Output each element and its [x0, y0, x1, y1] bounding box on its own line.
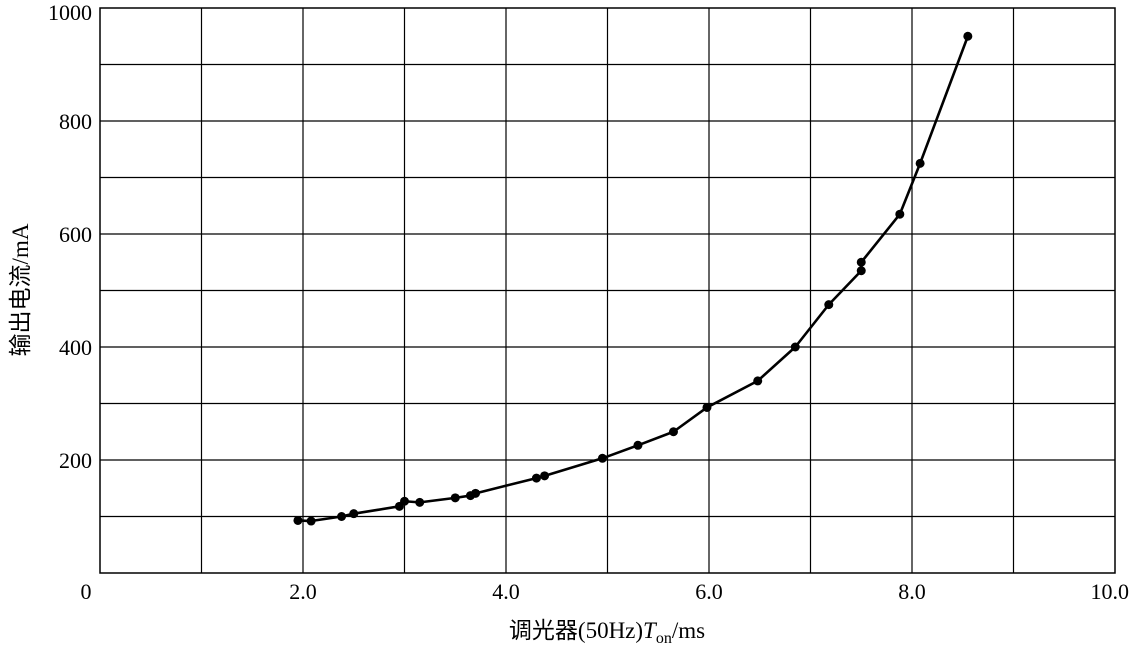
x-tick-label: 10.0: [1091, 579, 1130, 604]
x-axis-ticks: 0 2.0 4.0 6.0 8.0 10.0: [81, 579, 1130, 604]
x-axis-label: 调光器(50Hz)Ton/ms: [509, 618, 705, 646]
data-point: [963, 31, 973, 41]
data-point: [293, 515, 303, 525]
plot-frame: [99, 7, 1116, 574]
data-point: [450, 493, 460, 503]
data-point: [856, 266, 866, 276]
x-tick-label: 8.0: [898, 579, 926, 604]
data-point: [633, 440, 643, 450]
x-tick-label: 4.0: [492, 579, 520, 604]
data-point: [790, 342, 800, 352]
data-point: [531, 473, 541, 483]
data-point: [337, 512, 347, 521]
y-tick-label: 1000: [48, 0, 92, 25]
data-point: [915, 158, 925, 168]
x-axis-label-var: T: [643, 618, 658, 643]
x-axis-label-sub: on: [656, 630, 672, 646]
data-point: [668, 427, 678, 437]
y-tick-label: 400: [59, 335, 92, 360]
y-axis-ticks: 200 400 600 800 1000: [48, 0, 92, 473]
data-point: [824, 300, 834, 310]
x-tick-label: 2.0: [289, 579, 317, 604]
x-tick-label: 6.0: [695, 579, 723, 604]
data-point: [306, 516, 316, 526]
data-point: [702, 402, 712, 412]
x-axis-label-prefix: 调光器(50Hz): [509, 618, 643, 643]
y-tick-label: 800: [59, 109, 92, 134]
data-point: [856, 257, 866, 267]
x-axis-label-unit: /ms: [672, 618, 705, 643]
data-point: [753, 376, 763, 386]
data-point: [540, 471, 550, 481]
data-point: [400, 496, 409, 506]
data-point: [895, 209, 905, 219]
y-tick-label: 600: [59, 222, 92, 247]
data-point: [415, 497, 425, 507]
data-point: [597, 453, 607, 463]
data-point: [471, 488, 481, 498]
grid-lines: [100, 8, 1115, 573]
y-axis-label: 输出电流/mA: [8, 223, 33, 356]
series-line: [297, 35, 970, 523]
x-tick-label: 0: [81, 579, 92, 604]
data-point: [349, 509, 359, 519]
series-group: [293, 31, 973, 526]
y-tick-label: 200: [59, 448, 92, 473]
